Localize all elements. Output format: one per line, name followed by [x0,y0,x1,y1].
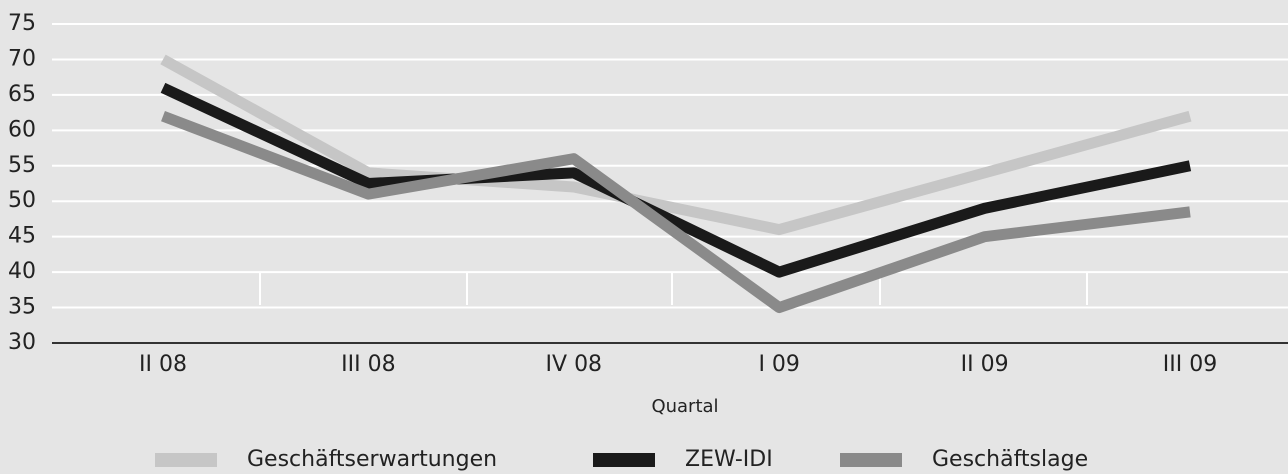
legend-label: ZEW-IDI [685,447,773,472]
y-tick-label: 60 [8,117,36,142]
x-tick-label: II 08 [139,352,187,377]
legend-swatch [593,453,655,467]
x-tick-label: II 09 [961,352,1009,377]
y-tick-label: 50 [8,188,36,213]
legend-label: Geschäftslage [932,447,1088,472]
x-axis-label: Quartal [651,396,718,417]
legend-swatch [840,453,902,467]
y-tick-label: 65 [8,82,36,107]
x-tick-label: IV 08 [546,352,603,377]
y-tick-label: 75 [8,11,36,36]
series-line [160,54,1192,236]
series-line [160,82,1192,278]
x-tick-label: III 08 [341,352,395,377]
series-line [161,111,1191,314]
x-tick-label: III 09 [1163,352,1217,377]
y-tick-label: 55 [8,153,36,178]
y-tick-label: 45 [8,224,36,249]
y-tick-label: 35 [8,295,36,320]
x-tick-label: I 09 [758,352,799,377]
y-tick-label: 70 [8,46,36,71]
legend-label: Geschäftserwartungen [247,447,497,472]
y-tick-label: 30 [8,330,36,355]
category-separators [259,272,1088,305]
legend-swatch [155,453,217,467]
y-tick-label: 40 [8,259,36,284]
